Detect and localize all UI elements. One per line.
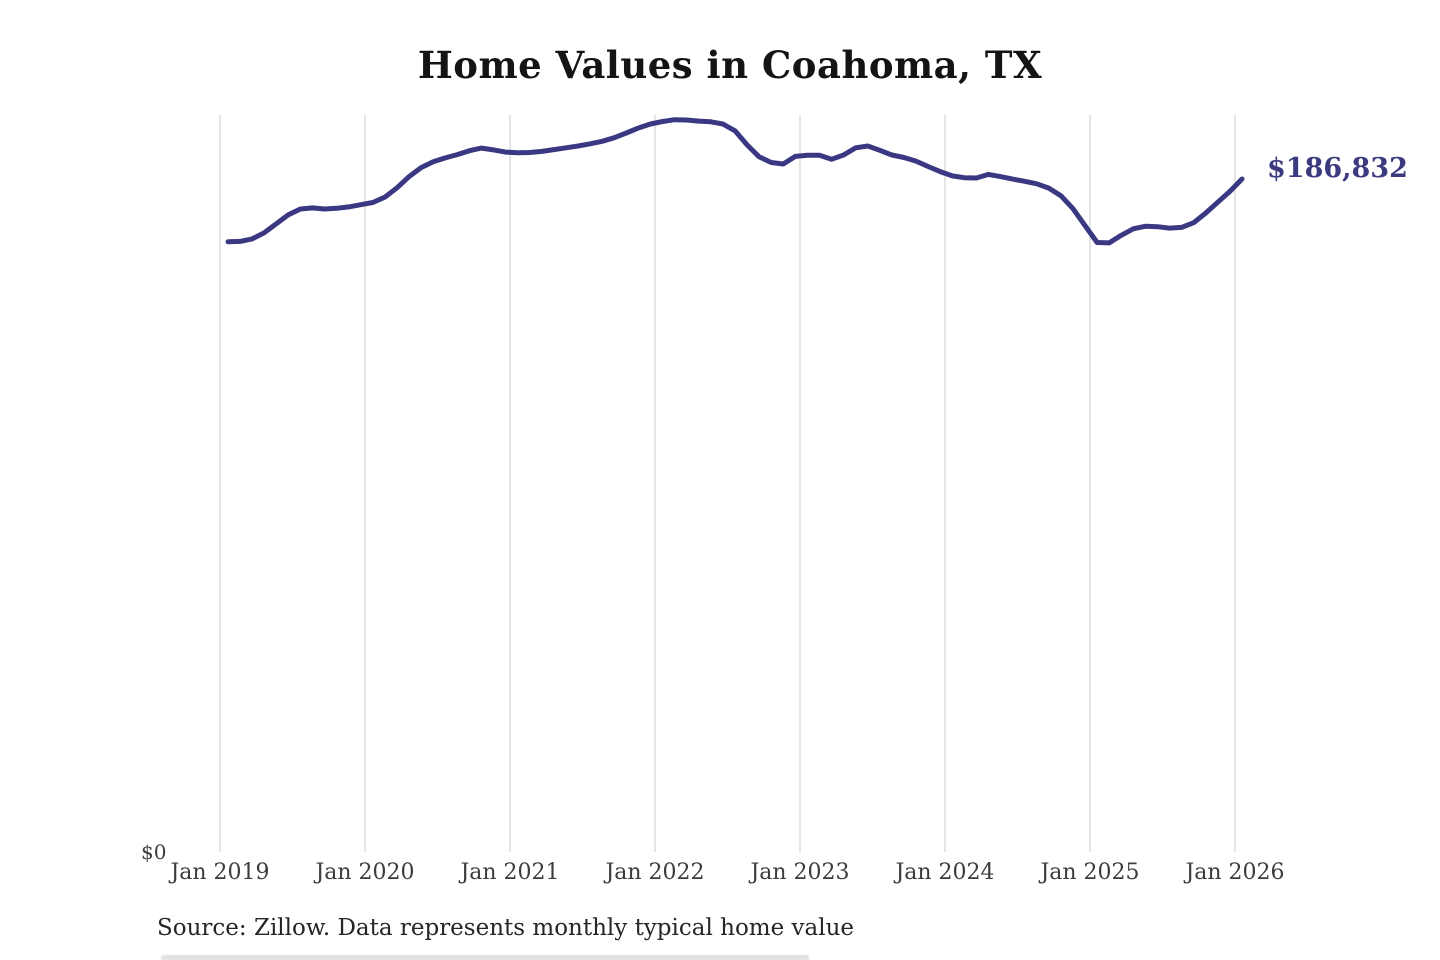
source-note: Source: Zillow. Data represents monthly … xyxy=(157,915,855,941)
x-tick-label: Jan 2023 xyxy=(750,860,850,885)
x-tick-label: Jan 2026 xyxy=(1185,860,1285,885)
x-tick-label: Jan 2024 xyxy=(895,860,995,885)
x-tick-label: Jan 2022 xyxy=(605,860,705,885)
y-axis-zero-label: $0 xyxy=(141,840,167,864)
cutoff-text-artifact xyxy=(161,955,809,960)
x-tick-label: Jan 2019 xyxy=(170,860,270,885)
x-tick-label: Jan 2021 xyxy=(460,860,560,885)
x-tick-label: Jan 2025 xyxy=(1040,860,1140,885)
value-line xyxy=(225,117,1245,246)
x-axis-labels: Jan 2019 Jan 2020 Jan 2021 Jan 2022 Jan 2023… xyxy=(0,860,1440,894)
chart-title: Home Values in Coahoma, TX xyxy=(417,43,1043,87)
x-tick-label: Jan 2020 xyxy=(315,860,415,885)
gridlines xyxy=(219,115,1236,852)
end-value-label: $186,832 xyxy=(1267,153,1408,184)
